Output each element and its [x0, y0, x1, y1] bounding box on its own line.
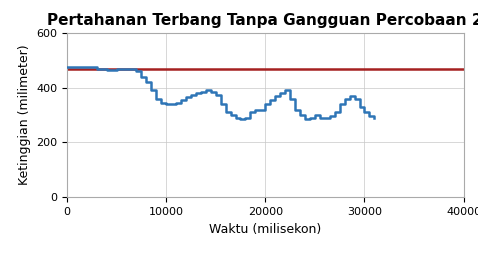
Title: Pertahanan Terbang Tanpa Gangguan Percobaan 2: Pertahanan Terbang Tanpa Gangguan Percob… [47, 13, 478, 28]
Legend: Sonar, Set Point: Sonar, Set Point [165, 273, 365, 274]
Line: Sonar: Sonar [67, 67, 374, 119]
Sonar [238, 118, 243, 121]
Set Point [64, 67, 70, 70]
Sonar [84, 65, 90, 69]
Sonar [292, 108, 298, 111]
Set Point [64, 67, 70, 70]
Sonar [213, 93, 218, 96]
Sonar [371, 116, 377, 119]
Y-axis label: Ketinggian (milimeter): Ketinggian (milimeter) [18, 45, 31, 185]
Sonar [64, 65, 70, 69]
Sonar [168, 102, 174, 106]
Sonar [287, 97, 293, 100]
X-axis label: Waktu (milisekon): Waktu (milisekon) [209, 222, 321, 236]
Sonar [74, 65, 80, 69]
